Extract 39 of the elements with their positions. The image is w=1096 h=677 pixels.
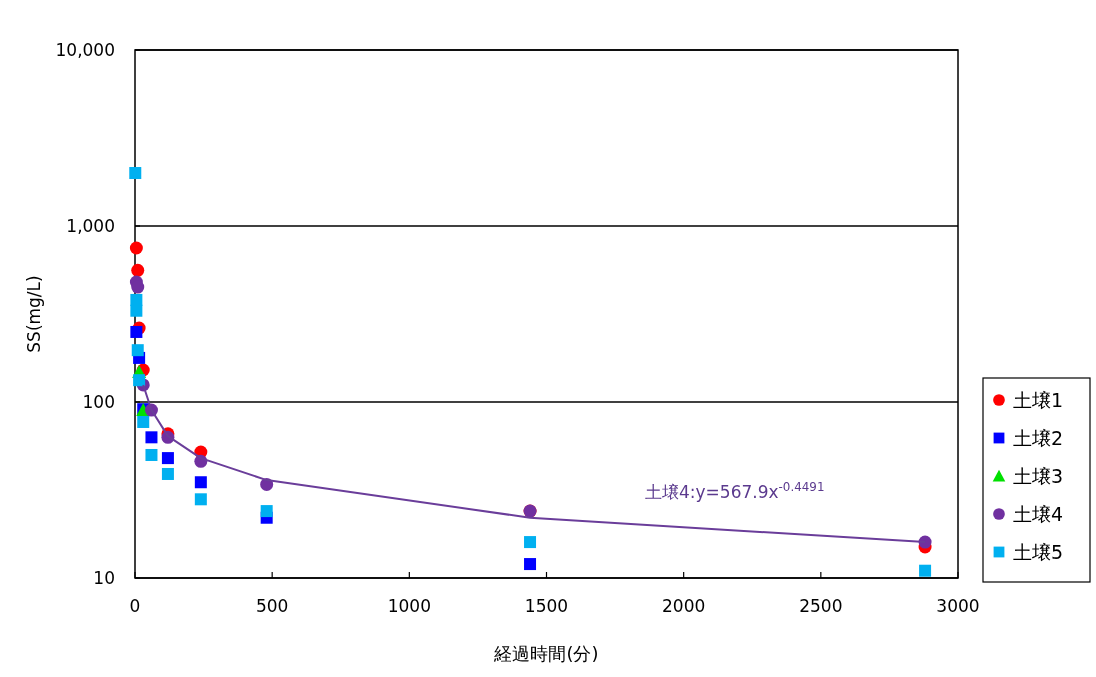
y-tick-label: 100 <box>82 392 115 412</box>
annotation: 土壌4:y=567.9x$^{-0.4491}$ <box>645 480 825 502</box>
point <box>524 558 537 571</box>
point <box>131 280 145 294</box>
point <box>524 536 537 549</box>
point <box>919 564 932 577</box>
legend-label: 土壌2 <box>1013 427 1064 449</box>
legend-label: 土壌4 <box>1013 503 1064 525</box>
point <box>131 263 145 277</box>
point <box>130 293 143 306</box>
x-tick-label: 0 <box>129 596 141 616</box>
point <box>145 431 158 444</box>
y-tick-label: 1,000 <box>66 216 115 236</box>
legend-label: 土壌1 <box>1013 389 1064 411</box>
point <box>133 374 146 387</box>
point <box>129 167 142 180</box>
y-axis-title: SS(mg/L) <box>24 275 44 353</box>
y-tick-label: 10 <box>93 568 115 588</box>
point <box>130 304 143 317</box>
y-tick-label: 10,000 <box>55 40 115 60</box>
point <box>194 476 207 489</box>
point <box>161 452 174 465</box>
point <box>137 415 150 428</box>
x-tick-label: 1500 <box>524 596 569 616</box>
x-tick-label: 2000 <box>662 596 706 616</box>
x-tick-label: 500 <box>255 596 289 616</box>
point <box>129 241 143 255</box>
legend-label: 土壌5 <box>1013 541 1064 563</box>
point <box>260 505 273 518</box>
x-axis-title: 経過時間(分) <box>493 643 599 664</box>
x-tick-label: 3000 <box>936 596 980 616</box>
point <box>161 467 174 480</box>
x-tick-label: 1000 <box>387 596 431 616</box>
legend-label: 土壌3 <box>1013 465 1064 487</box>
point <box>145 448 158 461</box>
point <box>130 325 143 338</box>
x-tick-label: 2500 <box>799 596 843 616</box>
point <box>131 344 144 357</box>
point <box>194 493 207 506</box>
